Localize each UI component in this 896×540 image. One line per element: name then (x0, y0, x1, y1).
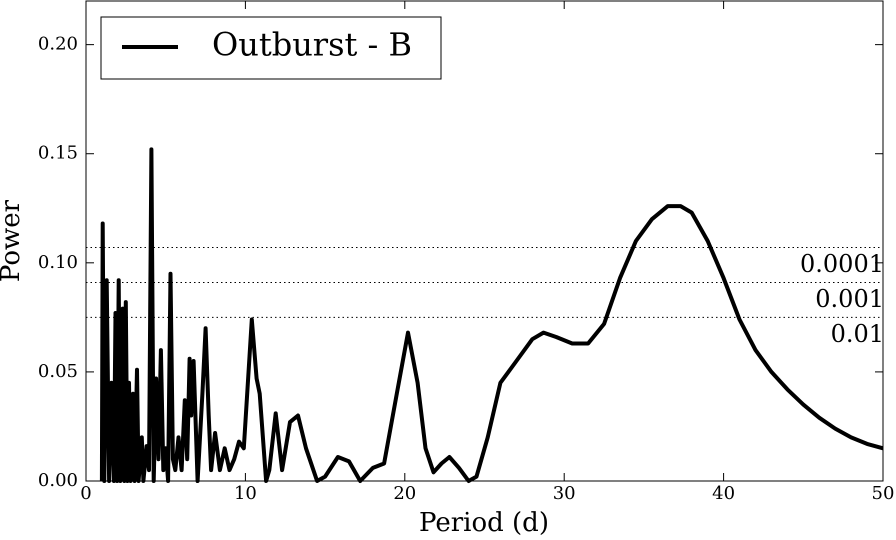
y-tick-label: 0.15 (38, 143, 78, 164)
data-line (99, 147, 884, 483)
x-tick-label: 50 (872, 483, 895, 504)
legend-label: Outburst - B (212, 26, 412, 64)
threshold-label: 0.0001 (800, 250, 884, 278)
x-tick-label: 10 (234, 483, 257, 504)
y-tick-label: 0.20 (38, 34, 78, 55)
y-tick-label: 0.10 (38, 252, 78, 273)
x-tick-label: 0 (80, 483, 91, 504)
threshold-label: 0.001 (815, 285, 884, 313)
x-tick-label: 30 (553, 483, 576, 504)
x-tick-label: 20 (393, 483, 416, 504)
y-tick-label: 0.05 (38, 361, 78, 382)
y-axis-label: Power (0, 199, 26, 282)
y-tick-label: 0.00 (38, 470, 78, 491)
threshold-label: 0.01 (831, 320, 884, 348)
x-axis-label: Period (d) (419, 508, 549, 538)
plot-frame (85, 0, 884, 482)
x-tick-label: 40 (712, 483, 735, 504)
